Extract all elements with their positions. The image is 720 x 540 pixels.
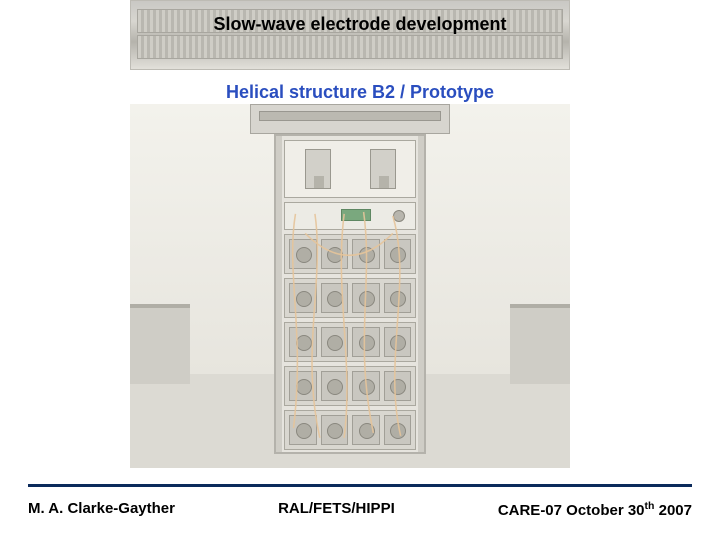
module [321,371,349,401]
module [352,283,380,313]
footer-date-suffix: 2007 [654,502,692,519]
module-row [284,366,416,406]
equipment-rack [274,134,426,454]
control-knob [393,210,405,222]
module [384,239,412,269]
rack-connector-bay [284,140,416,198]
bench-right [510,304,570,384]
module [289,415,317,445]
module [352,327,380,357]
footer-author: M. A. Clarke-Gayther [28,500,175,519]
module [384,283,412,313]
footer-date-prefix: CARE-07 October 30 [498,502,645,519]
module [289,283,317,313]
module-row [284,322,416,362]
footer-conference: CARE-07 October 30th 2007 [498,500,692,519]
equipment-photo [130,104,570,468]
module [352,371,380,401]
module [321,415,349,445]
instrument-top [250,104,450,134]
rack-control-panel [284,202,416,230]
module-row [284,410,416,450]
module [321,283,349,313]
header-background-image [130,0,570,70]
slide-subtitle: Helical structure B2 / Prototype [0,82,720,103]
module [321,327,349,357]
module [384,327,412,357]
rack-rail-left [276,136,282,452]
footer: M. A. Clarke-Gayther RAL/FETS/HIPPI CARE… [28,500,692,519]
lcd-display [341,209,371,221]
module [384,371,412,401]
footer-date-ordinal: th [645,500,655,512]
connector [305,149,331,189]
module [289,327,317,357]
module [289,371,317,401]
footer-center: RAL/FETS/HIPPI [278,500,395,519]
module [352,239,380,269]
module [384,415,412,445]
module-row [284,278,416,318]
module [321,239,349,269]
module [289,239,317,269]
module [352,415,380,445]
rack-rail-right [418,136,424,452]
footer-divider [28,484,692,487]
module-row [284,234,416,274]
bench-left [130,304,190,384]
slide-title: Slow-wave electrode development [0,14,720,35]
connector [370,149,396,189]
